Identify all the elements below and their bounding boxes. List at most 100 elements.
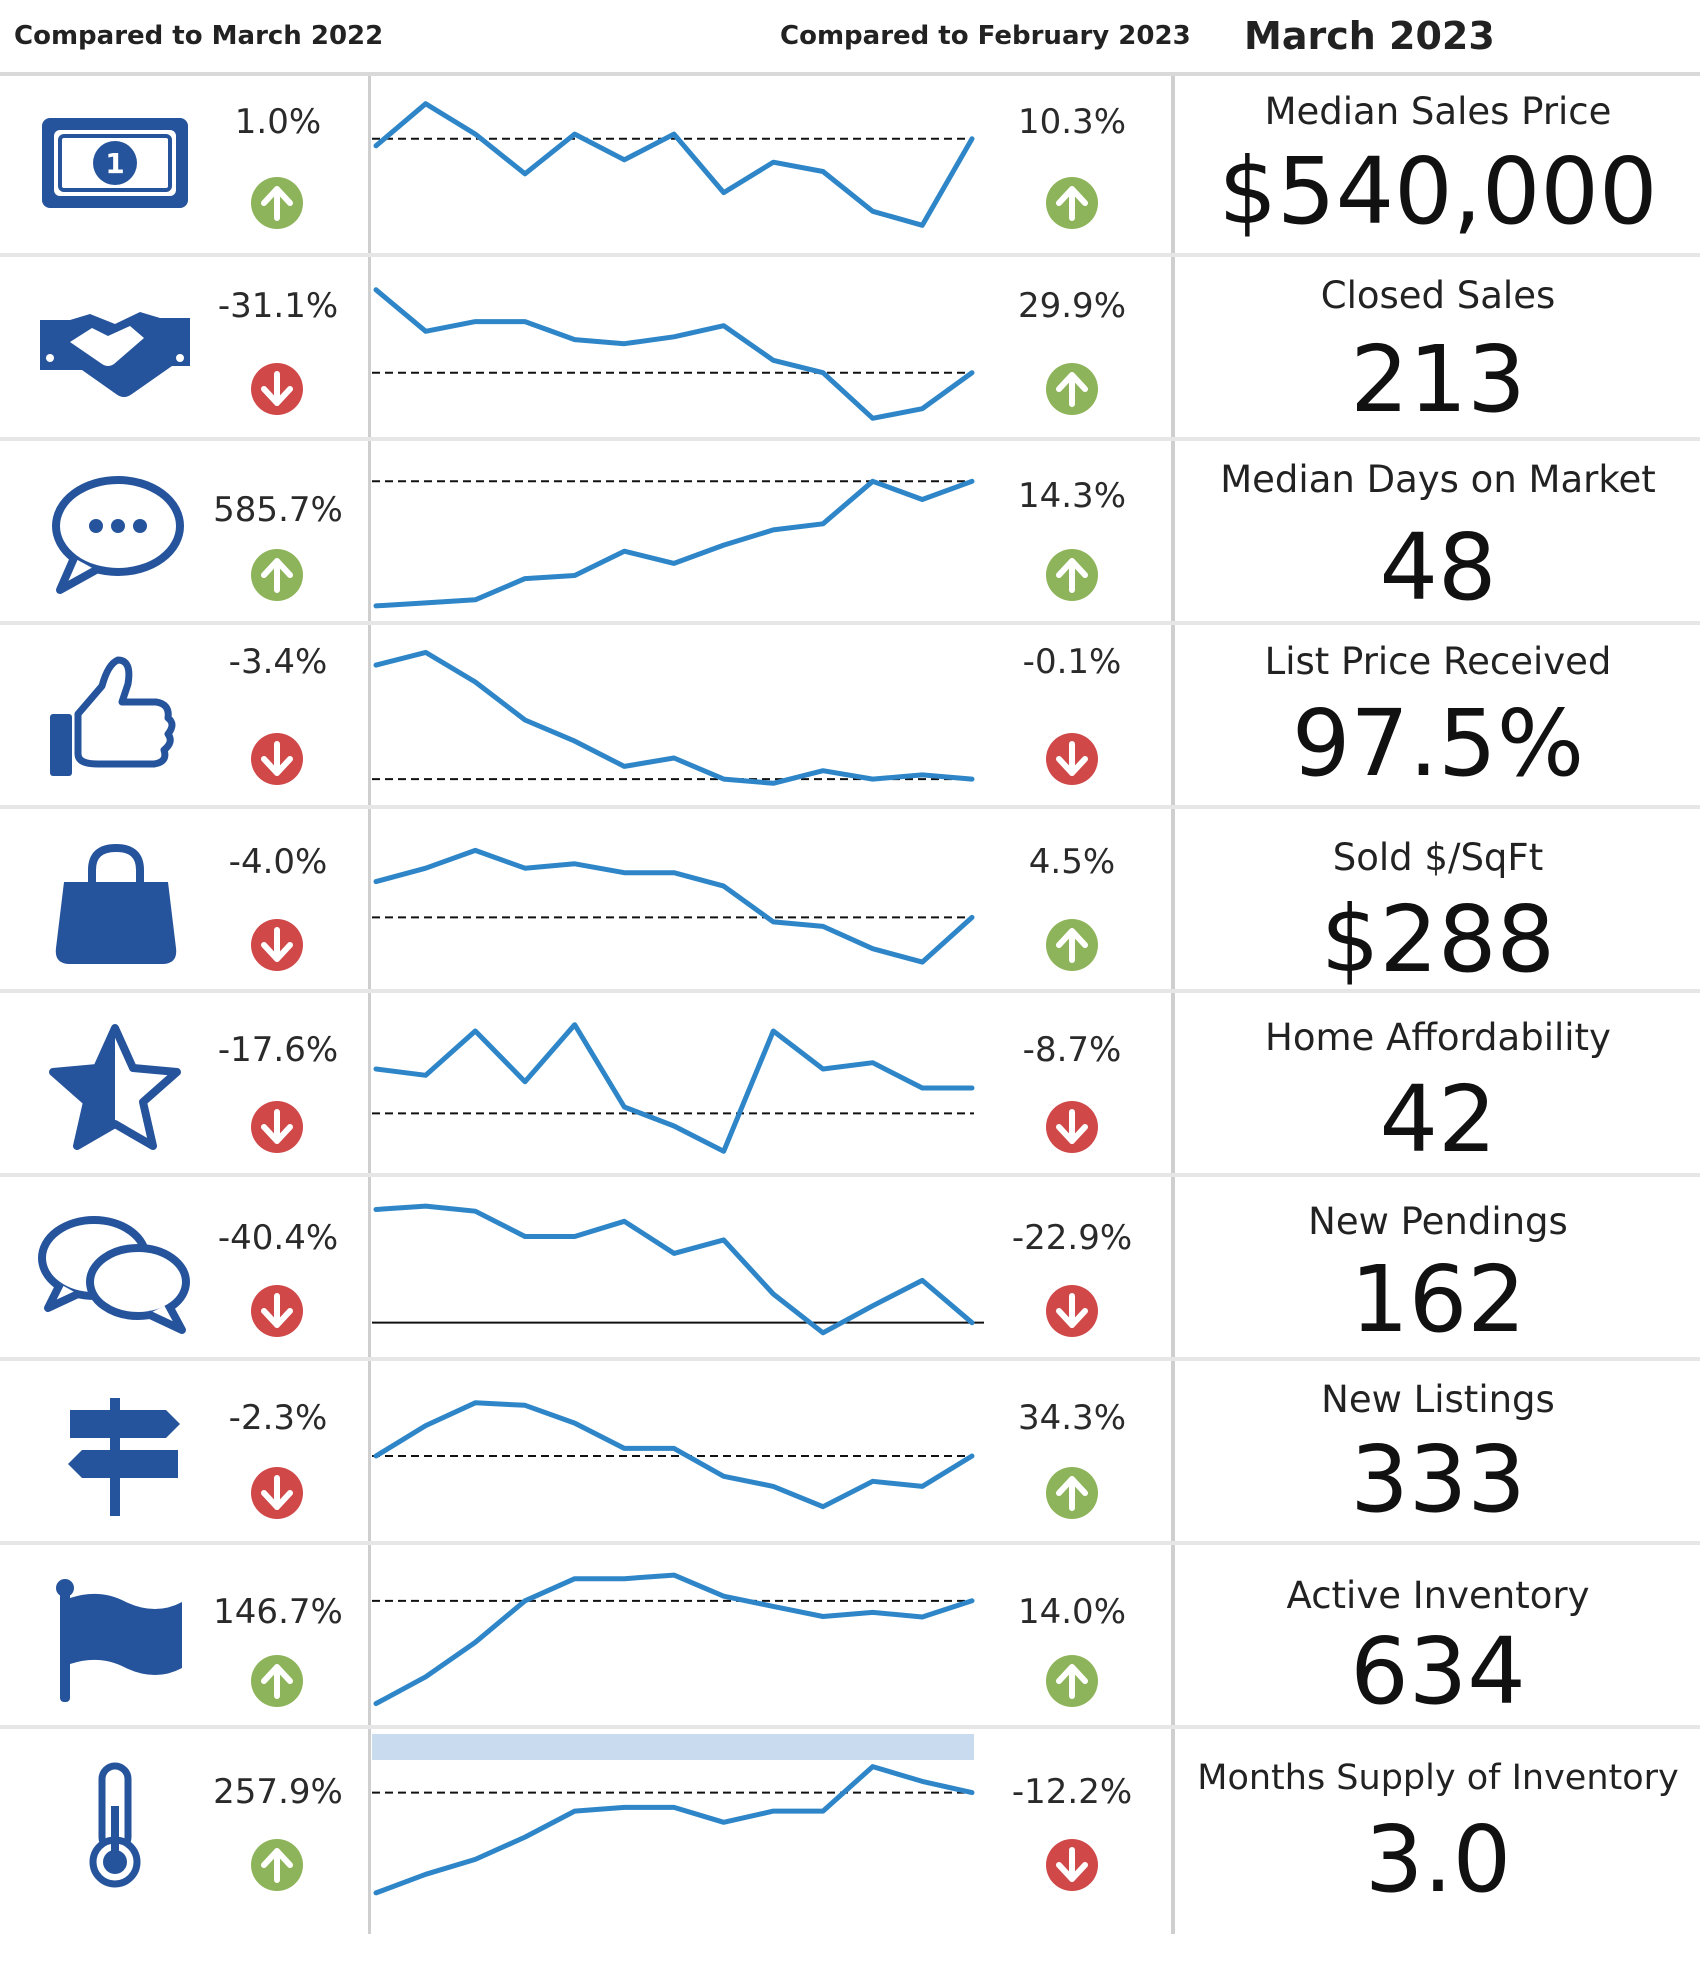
mom-change: 10.3% bbox=[1017, 102, 1126, 142]
arrow-up-icon bbox=[1045, 918, 1099, 972]
dollar-bill-icon: 1 bbox=[30, 96, 200, 236]
arrow-up-icon bbox=[1045, 1654, 1099, 1708]
metric-value: 48 bbox=[1379, 514, 1497, 621]
header-divider bbox=[0, 72, 1700, 76]
row-divider bbox=[0, 1725, 1700, 1729]
mom-change: 34.3% bbox=[1017, 1398, 1126, 1438]
row-divider bbox=[0, 805, 1700, 809]
metric-row: 257.9% -12.2% Months Supply of Inventory… bbox=[0, 1732, 1700, 1913]
header-compared-mom: Compared to February 2023 bbox=[780, 21, 1191, 51]
mom-change: -0.1% bbox=[1022, 642, 1122, 682]
metric-name: Months Supply of Inventory bbox=[1197, 1758, 1679, 1798]
yoy-change: 1.0% bbox=[234, 102, 322, 142]
mom-change: 4.5% bbox=[1028, 842, 1116, 882]
arrow-up-icon bbox=[1045, 362, 1099, 416]
metric-row: -2.3% 34.3% New Listings 333 bbox=[0, 1364, 1700, 1545]
arrow-down-icon bbox=[250, 732, 304, 786]
metric-name: Median Days on Market bbox=[1220, 458, 1656, 501]
mom-change: -12.2% bbox=[1011, 1772, 1133, 1812]
arrow-down-icon bbox=[250, 918, 304, 972]
column-divider-left bbox=[368, 76, 371, 1934]
yoy-change: -4.0% bbox=[228, 842, 328, 882]
arrow-up-icon bbox=[1045, 176, 1099, 230]
trend-line bbox=[373, 1400, 975, 1510]
sparkline bbox=[372, 101, 975, 228]
sparkline bbox=[372, 1203, 984, 1336]
row-divider bbox=[0, 253, 1700, 257]
metric-name: New Listings bbox=[1321, 1378, 1555, 1421]
arrow-up-icon bbox=[250, 176, 304, 230]
arrow-down-icon bbox=[250, 362, 304, 416]
metric-name: Sold $/SqFt bbox=[1332, 836, 1544, 879]
arrow-down-icon bbox=[1045, 1838, 1099, 1892]
mom-change: -22.9% bbox=[1011, 1218, 1133, 1258]
speech-bubble-icon bbox=[30, 464, 200, 604]
arrow-down-icon bbox=[250, 1284, 304, 1338]
row-divider bbox=[0, 1173, 1700, 1177]
metric-value: 162 bbox=[1350, 1246, 1526, 1353]
metric-row: -31.1% 29.9% Closed Sales 213 bbox=[0, 260, 1700, 441]
flag-icon bbox=[30, 1568, 200, 1708]
yoy-change: 257.9% bbox=[213, 1772, 343, 1812]
yoy-change: 146.7% bbox=[213, 1592, 343, 1632]
metric-row: 1 1.0% 10.3% Median Sales Price $540,000 bbox=[0, 76, 1700, 257]
trend-line bbox=[373, 101, 975, 228]
metric-row: -40.4% -22.9% New Pendings 162 bbox=[0, 1180, 1700, 1361]
yoy-change: -40.4% bbox=[217, 1218, 339, 1258]
metric-value: $540,000 bbox=[1218, 138, 1658, 245]
metric-row: -3.4% -0.1% List Price Received 97.5% bbox=[0, 628, 1700, 809]
row-divider bbox=[0, 1357, 1700, 1361]
metric-name: Home Affordability bbox=[1265, 1016, 1611, 1059]
arrow-up-icon bbox=[1045, 1466, 1099, 1520]
yoy-change: 585.7% bbox=[213, 490, 343, 530]
svg-text:1: 1 bbox=[105, 147, 124, 180]
header-month: March 2023 bbox=[1244, 14, 1495, 58]
metric-name: List Price Received bbox=[1264, 640, 1612, 683]
metric-row: -17.6% -8.7% Home Affordability 42 bbox=[0, 996, 1700, 1177]
arrow-up-icon bbox=[250, 548, 304, 602]
sparkline bbox=[372, 287, 975, 421]
trend-line bbox=[373, 1203, 975, 1336]
trend-line bbox=[373, 1022, 975, 1154]
mom-change: 14.0% bbox=[1017, 1592, 1126, 1632]
chat-bubbles-icon bbox=[30, 1200, 200, 1340]
arrow-down-icon bbox=[250, 1100, 304, 1154]
thumbs-up-icon bbox=[30, 648, 200, 788]
sparkline bbox=[372, 1734, 975, 1896]
metric-name: Closed Sales bbox=[1320, 274, 1556, 317]
thermometer-icon bbox=[30, 1752, 200, 1892]
header-compared-yoy: Compared to March 2022 bbox=[14, 21, 384, 51]
signpost-icon bbox=[30, 1384, 200, 1524]
mom-change: 14.3% bbox=[1017, 476, 1126, 516]
metric-row: -4.0% 4.5% Sold $/SqFt $288 bbox=[0, 812, 1700, 993]
shopping-bag-icon bbox=[30, 832, 200, 972]
metric-value: 634 bbox=[1350, 1618, 1526, 1725]
sparkline bbox=[372, 649, 975, 786]
trend-line bbox=[373, 478, 975, 609]
metric-name: Median Sales Price bbox=[1264, 90, 1612, 133]
yoy-change: -17.6% bbox=[217, 1030, 339, 1070]
arrow-up-icon bbox=[1045, 548, 1099, 602]
yoy-change: -31.1% bbox=[217, 286, 339, 326]
metric-row: 146.7% 14.0% Active Inventory 634 bbox=[0, 1548, 1700, 1729]
metric-value: 42 bbox=[1379, 1066, 1497, 1173]
trend-line bbox=[373, 1572, 975, 1707]
metric-name: New Pendings bbox=[1308, 1200, 1568, 1243]
sparkline bbox=[372, 1022, 975, 1154]
arrow-down-icon bbox=[1045, 732, 1099, 786]
column-divider-right bbox=[1171, 76, 1175, 1934]
trend-line bbox=[373, 847, 975, 965]
metric-name: Active Inventory bbox=[1286, 1574, 1590, 1617]
row-divider bbox=[0, 621, 1700, 625]
mom-change: -8.7% bbox=[1022, 1030, 1122, 1070]
sparkline bbox=[372, 847, 975, 965]
arrow-down-icon bbox=[1045, 1284, 1099, 1338]
sparkline bbox=[372, 1400, 975, 1510]
row-divider bbox=[0, 1541, 1700, 1545]
trend-line bbox=[373, 287, 975, 421]
metric-value: 3.0 bbox=[1364, 1806, 1512, 1913]
arrow-up-icon bbox=[250, 1838, 304, 1892]
row-divider bbox=[0, 989, 1700, 993]
sparkline bbox=[372, 478, 975, 609]
trend-line bbox=[373, 1764, 975, 1896]
